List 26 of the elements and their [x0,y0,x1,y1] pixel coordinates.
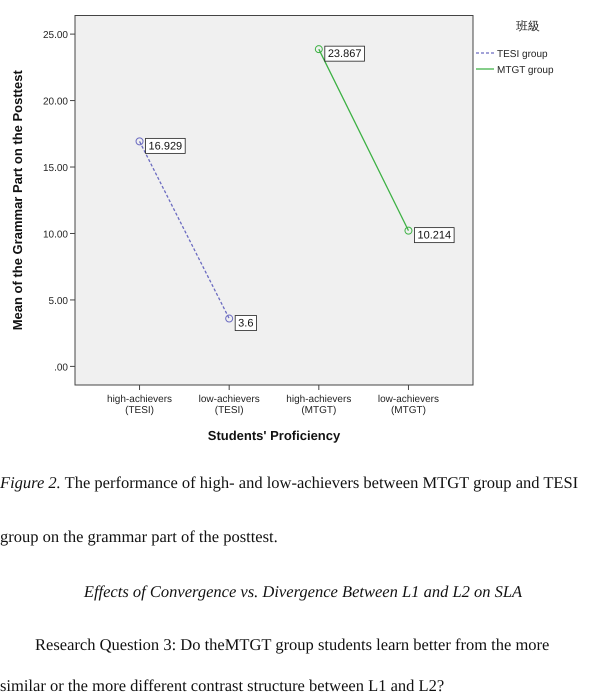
text: Figure 2. The performance of high- and low-achievers between MTGT group and TESI group on the grammar part of the posttest. [0,473,578,546]
x-tick-label: high-achievers (MTGT) [286,394,352,416]
y-tick-label: 25.00 [42,30,68,42]
y-axis-title: Mean of the Grammar Part on the Posttest [10,70,25,330]
y-tick-label: 10.00 [42,229,68,240]
point [314,45,323,54]
x-tick-label: high-achievers (TESI) [107,394,172,416]
x-axis-title: Students' Proficiency [208,428,341,443]
data-label: 16.929 [148,140,182,152]
data-label: 23.867 [328,48,362,60]
point [136,137,144,146]
point [404,226,412,235]
text: Effects of Convergence vs. Divergence Between L1 and L2 on SLA [84,582,522,601]
y-tick-label: 5.00 [48,296,68,307]
y-tick-label: 15.00 [42,163,68,174]
data-label: 10.214 [417,230,452,242]
legend-title: 班級 [516,19,540,33]
y-tick-label: .00 [54,362,68,374]
legend-label: MTGT group [497,65,554,76]
y-tick-label: 20.00 [42,96,68,108]
x-tick-label: low-achievers (TESI) [198,394,260,416]
text: Research Question 3: Do theMTGT group students learn better from the more similar or the more different contrast structure between L1 and L2? [0,635,550,695]
x-tick-label: low-achievers (MTGT) [378,394,440,416]
legend-label: TESI group [497,49,548,60]
data-label: 3.6 [238,318,254,330]
point [225,314,234,323]
